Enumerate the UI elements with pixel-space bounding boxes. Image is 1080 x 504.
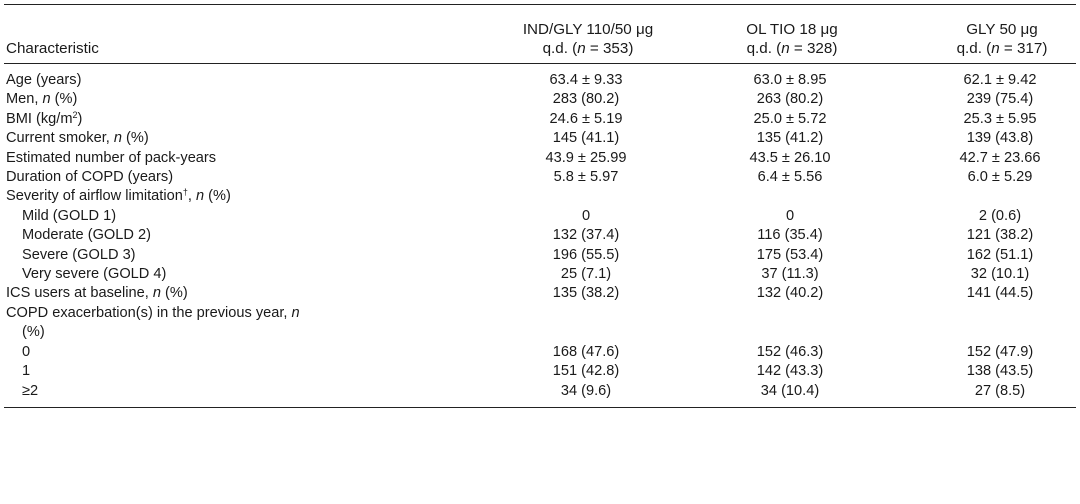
cell-gly: 42.7 ± 23.66 [959, 149, 1041, 166]
header-characteristic: Characteristic [6, 40, 99, 57]
cell-ind-gly: 151 (42.8) [552, 363, 620, 380]
cell-ol-tio: 0 [785, 207, 795, 224]
table-bottom-rule [4, 406, 1076, 408]
cell-ind-gly: 34 (9.6) [560, 382, 612, 399]
row-label: Severe (GOLD 3) [22, 246, 136, 263]
cell-gly: 121 (38.2) [966, 227, 1034, 244]
cell-gly: 162 (51.1) [966, 246, 1034, 263]
cell-gly: 62.1 ± 9.42 [963, 72, 1037, 88]
cell-ol-tio: 6.4 ± 5.56 [757, 169, 823, 186]
table-row: Mild (GOLD 1) 0 0 2 (0.6) [4, 207, 1076, 226]
row-label: Current smoker, n (%) [6, 130, 149, 147]
table-row: Very severe (GOLD 4) 25 (7.1) 37 (11.3) … [4, 265, 1076, 284]
table-row: 0 168 (47.6) 152 (46.3) 152 (47.9) [4, 343, 1076, 362]
row-label: Age (years) [6, 72, 82, 88]
cell-ol-tio: 263 (80.2) [756, 91, 824, 108]
cell-ol-tio: 135 (41.2) [756, 130, 824, 147]
cell-ol-tio: 175 (53.4) [756, 246, 824, 263]
cell-ind-gly: 63.4 ± 9.33 [549, 72, 623, 88]
cell-ol-tio: 25.0 ± 5.72 [753, 110, 827, 127]
row-label: BMI (kg/m2) [6, 109, 83, 127]
cell-ind-gly: 24.6 ± 5.19 [549, 110, 623, 127]
cell-ol-tio: 116 (35.4) [757, 227, 823, 244]
row-label: Men, n (%) [6, 91, 78, 108]
cell-ol-tio: 37 (11.3) [761, 266, 819, 283]
row-label: ≥2 [22, 382, 39, 399]
cell-ind-gly: 168 (47.6) [552, 343, 620, 360]
cell-gly: 27 (8.5) [974, 382, 1026, 399]
cell-ind-gly: 5.8 ± 5.97 [553, 169, 619, 186]
table-row: Age (years) 63.4 ± 9.33 63.0 ± 8.95 62.1… [4, 71, 1076, 90]
row-label: Duration of COPD (years) [6, 169, 174, 186]
header-ol-tio-line1: OL TIO 18 μg [746, 21, 838, 38]
header-ind-gly: IND/GLY 110/50 μg q.d. (n = 353) [490, 20, 686, 63]
cell-ol-tio: 34 (10.4) [760, 382, 820, 399]
cell-ol-tio: 43.5 ± 26.10 [749, 149, 831, 166]
cell-gly: 239 (75.4) [966, 91, 1034, 108]
cell-ol-tio: 132 (40.2) [756, 285, 824, 302]
cell-gly: 138 (43.5) [966, 363, 1034, 380]
table-row-group-heading: COPD exacerbation(s) in the previous yea… [4, 304, 1076, 323]
header-gly-line1: GLY 50 μg [966, 21, 1038, 38]
table-row: Current smoker, n (%) 145 (41.1) 135 (41… [4, 129, 1076, 148]
cell-ol-tio: 152 (46.3) [756, 343, 824, 360]
row-label: Mild (GOLD 1) [22, 207, 117, 224]
table-row: ≥2 34 (9.6) 34 (10.4) 27 (8.5) [4, 382, 1076, 401]
cell-gly: 6.0 ± 5.29 [967, 169, 1033, 186]
row-label: Very severe (GOLD 4) [22, 266, 167, 283]
row-label: 1 [22, 363, 31, 380]
cell-ind-gly: 283 (80.2) [552, 91, 620, 108]
table-row: Moderate (GOLD 2) 132 (37.4) 116 (35.4) … [4, 226, 1076, 245]
table-row-group-heading: Severity of airflow limitation†, n (%) [4, 187, 1076, 206]
table-row: ICS users at baseline, n (%) 135 (38.2) … [4, 284, 1076, 303]
row-label: 0 [22, 343, 31, 360]
cell-gly: 2 (0.6) [978, 207, 1022, 224]
header-ol-tio-line2: q.d. (n = 328) [746, 40, 838, 57]
cell-gly: 152 (47.9) [966, 343, 1034, 360]
cell-ind-gly: 43.9 ± 25.99 [545, 149, 627, 166]
header-ind-gly-line1: IND/GLY 110/50 μg [522, 21, 654, 38]
header-gly-line2: q.d. (n = 317) [956, 40, 1048, 57]
cell-ind-gly: 135 (38.2) [552, 285, 620, 302]
header-ol-tio: OL TIO 18 μg q.d. (n = 328) [686, 20, 882, 63]
header-gly: GLY 50 μg q.d. (n = 317) [882, 20, 1078, 63]
cell-gly: 139 (43.8) [966, 130, 1034, 147]
row-label: Moderate (GOLD 2) [22, 227, 151, 244]
table-row-group-heading-cont: (%) [4, 323, 1076, 342]
row-label: Severity of airflow limitation†, n (%) [6, 187, 231, 205]
cell-ind-gly: 145 (41.1) [552, 130, 620, 147]
cell-gly: 32 (10.1) [970, 266, 1030, 283]
cell-ol-tio: 142 (43.3) [756, 363, 824, 380]
table-row: Severe (GOLD 3) 196 (55.5) 175 (53.4) 16… [4, 246, 1076, 265]
cell-gly: 25.3 ± 5.95 [963, 110, 1037, 127]
table-row: Duration of COPD (years) 5.8 ± 5.97 6.4 … [4, 168, 1076, 187]
cell-ol-tio: 63.0 ± 8.95 [753, 72, 827, 88]
row-label: COPD exacerbation(s) in the previous yea… [6, 304, 300, 321]
row-label-cont: (%) [22, 324, 45, 341]
table-header-rule [4, 63, 1076, 64]
table-body: Age (years) 63.4 ± 9.33 63.0 ± 8.95 62.1… [4, 64, 1076, 401]
cell-ind-gly: 25 (7.1) [560, 266, 612, 283]
table-row: Men, n (%) 283 (80.2) 263 (80.2) 239 (75… [4, 90, 1076, 109]
table-header: Characteristic IND/GLY 110/50 μg q.d. (n… [4, 5, 1076, 63]
header-ind-gly-line2: q.d. (n = 353) [542, 40, 634, 57]
table-top-rule [4, 4, 1076, 5]
cell-gly: 141 (44.5) [966, 285, 1034, 302]
baseline-characteristics-table: Characteristic IND/GLY 110/50 μg q.d. (n… [4, 4, 1076, 408]
row-label: Estimated number of pack-years [6, 149, 217, 166]
cell-ind-gly: 0 [581, 207, 591, 224]
table-row: Estimated number of pack-years 43.9 ± 25… [4, 149, 1076, 168]
table-row: BMI (kg/m2) 24.6 ± 5.19 25.0 ± 5.72 25.3… [4, 110, 1076, 129]
row-label: ICS users at baseline, n (%) [6, 285, 188, 302]
cell-ind-gly: 196 (55.5) [552, 246, 620, 263]
cell-ind-gly: 132 (37.4) [552, 227, 620, 244]
table-row: 1 151 (42.8) 142 (43.3) 138 (43.5) [4, 362, 1076, 381]
